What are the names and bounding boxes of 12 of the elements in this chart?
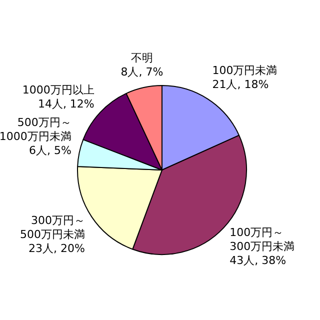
data-label: 21人, 18% xyxy=(212,78,269,92)
slice-label: 300万円～500万円未満 xyxy=(20,214,85,242)
data-label: 8人, 7% xyxy=(120,66,164,79)
slice-label: 不明 xyxy=(130,52,153,65)
slice-label: 500万円～1000万円未満 xyxy=(0,116,72,144)
slice-label: 100万円～300万円未満 xyxy=(230,226,295,253)
data-label: 14人, 12% xyxy=(38,97,94,110)
data-label: 43人, 38% xyxy=(230,254,286,267)
data-label: 23人, 20% xyxy=(28,242,85,256)
data-label: 6人, 5% xyxy=(28,144,72,158)
slice-label: 1000万円以上 xyxy=(22,83,94,96)
slice-label: 100万円未満 xyxy=(212,64,278,78)
